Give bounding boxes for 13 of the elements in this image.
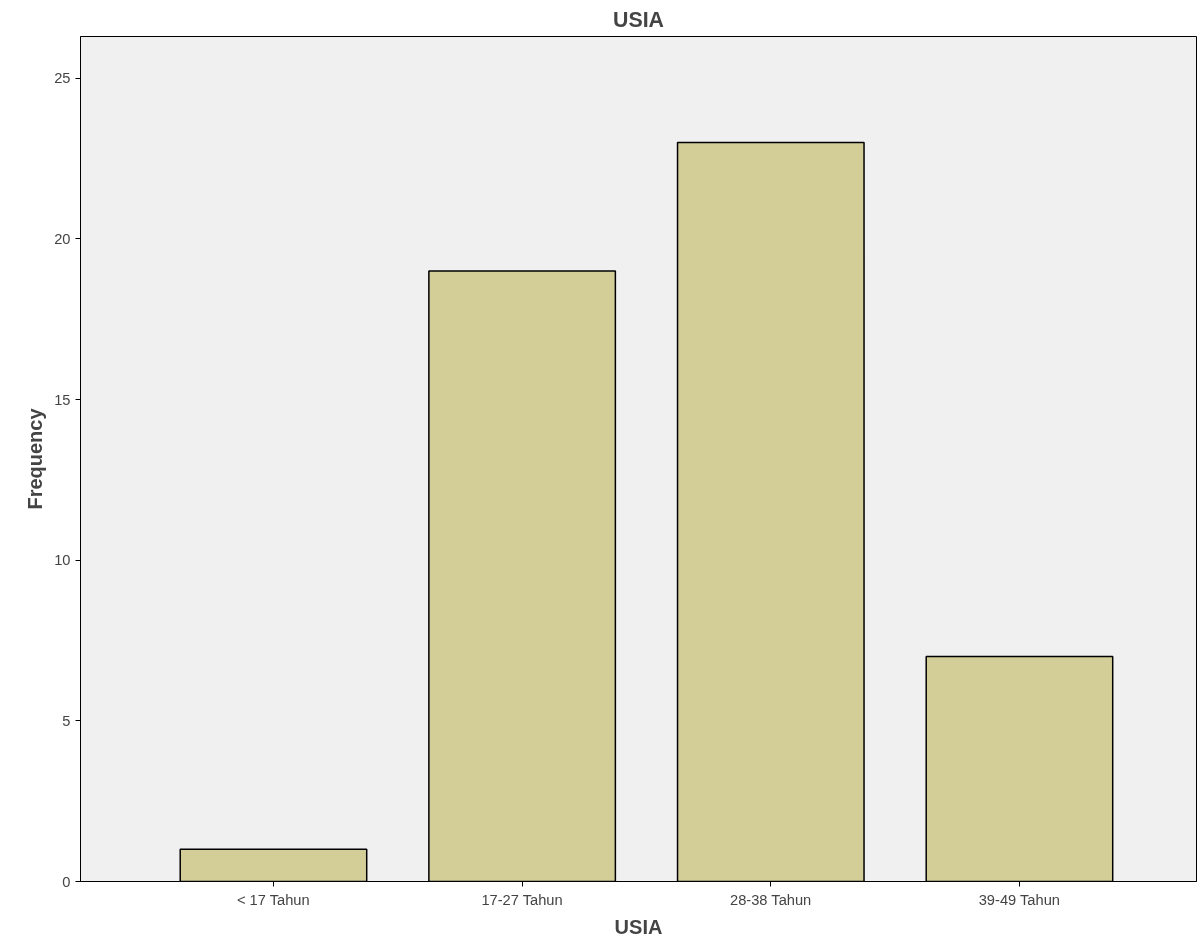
y-tick-label: 0 bbox=[62, 873, 71, 890]
y-tick-label: 5 bbox=[62, 712, 71, 729]
x-tick-label: 28-38 Tahun bbox=[730, 891, 812, 908]
y-tick-label: 25 bbox=[54, 70, 71, 87]
y-tick-label: 20 bbox=[54, 230, 71, 247]
y-tick-label: 15 bbox=[54, 391, 71, 408]
x-tick-label: 17-27 Tahun bbox=[481, 891, 563, 908]
x-tick-label: < 17 Tahun bbox=[236, 891, 310, 908]
y-axis-title: Frequency bbox=[24, 407, 47, 510]
chart-title: USIA bbox=[613, 7, 664, 32]
x-axis-title: USIA bbox=[614, 915, 663, 938]
y-tick-label: 10 bbox=[54, 552, 71, 569]
x-tick-label: 39-49 Tahun bbox=[978, 891, 1060, 908]
